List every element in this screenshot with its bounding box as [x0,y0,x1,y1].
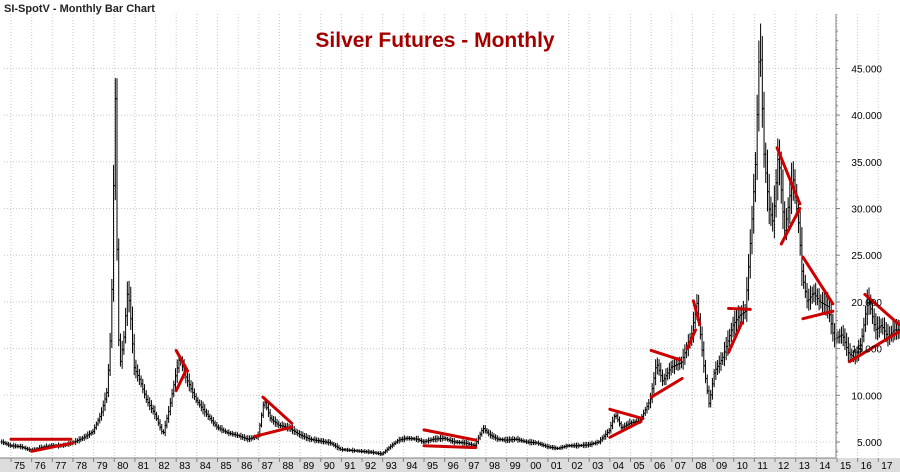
trendline [801,255,835,306]
trendline [608,419,643,439]
y-tick-label: 35.000 [851,158,882,169]
x-tick-label: 88 [282,461,294,472]
x-tick-label: 10 [737,461,749,472]
x-tick-label: 96 [448,461,460,472]
x-tick-label: 94 [406,461,418,472]
x-tick-label: 92 [365,461,377,472]
trendline [691,299,702,326]
x-tick-label: 89 [303,461,315,472]
x-tick-label: 16 [861,461,873,472]
x-tick-label: 99 [510,461,522,472]
x-tick-label: 85 [221,461,233,472]
y-tick-label: 45.000 [851,64,882,75]
x-tick-label: 87 [262,461,274,472]
trendlines [9,146,900,453]
y-tick-label: 20.000 [851,298,882,309]
trendline [174,348,190,373]
trendline [608,407,645,421]
trendline [649,376,684,399]
trendline [727,320,744,354]
chart-title: Silver Futures - Monthly [315,29,555,52]
x-tick-label: 15 [840,461,852,472]
x-tick-label: 01 [551,461,563,472]
x-tick-label: 14 [819,461,831,472]
x-tick-label: 95 [427,461,439,472]
x-tick-label: 91 [344,461,356,472]
x-tick-label: 86 [241,461,253,472]
trendline [422,444,478,450]
x-tick-label: 75 [14,461,26,472]
trendline [801,309,835,321]
y-tick-label: 15.000 [851,345,882,356]
x-tick-label: 17 [881,461,893,472]
trendline [863,292,900,326]
x-tick-label: 80 [117,461,129,472]
y-tick-label: 30.000 [851,205,882,216]
x-tick-label: 90 [324,461,336,472]
trendline [779,207,802,246]
x-tick-label: 93 [386,461,398,472]
trendline [727,306,752,311]
y-tick-label: 5.000 [857,438,882,449]
trendline [261,395,294,425]
trendline [253,425,294,438]
trendline [174,367,189,393]
x-axis-band [0,458,900,472]
axes: 5.000 10.000 15.000 20.000 25.000 30.000 35.00… [0,14,900,472]
window-title: SI-SpotV - Monthly Bar Chart [4,3,155,15]
trendline [847,330,900,364]
price-bars [0,23,900,457]
trendline [30,441,75,453]
x-tick-label: 08 [695,461,707,472]
trendline [775,146,802,206]
trendline [422,428,478,442]
x-tick-label: 84 [200,461,212,472]
x-tick-label: 11 [757,461,768,472]
x-tick-label: 06 [654,461,666,472]
x-tick-label: 13 [799,461,811,472]
x-tick-label: 12 [778,461,790,472]
x-tick-label: 97 [468,461,480,472]
x-tick-label: 05 [634,461,646,472]
x-tick-label: 02 [572,461,584,472]
x-tick-label: 79 [97,461,109,472]
trendline [649,348,682,362]
y-tick-label: 10.000 [851,391,882,402]
y-tick-label: 40.000 [851,111,882,122]
x-tick-label: 03 [592,461,604,472]
x-tick-label: 77 [55,461,67,472]
x-tick-label: 09 [716,461,728,472]
x-tick-label: 98 [489,461,501,472]
x-tick-label: 82 [159,461,171,472]
trendline [685,328,698,351]
x-tick-label: 83 [179,461,191,472]
x-tick-label: 81 [138,461,150,472]
y-tick-label: 25.000 [851,251,882,262]
x-tick-label: 00 [530,461,542,472]
grid-layer [4,14,879,458]
x-tick-label: 76 [35,461,47,472]
x-tick-label: 78 [76,461,88,472]
x-tick-label: 07 [675,461,687,472]
x-tick-label: 04 [613,461,625,472]
